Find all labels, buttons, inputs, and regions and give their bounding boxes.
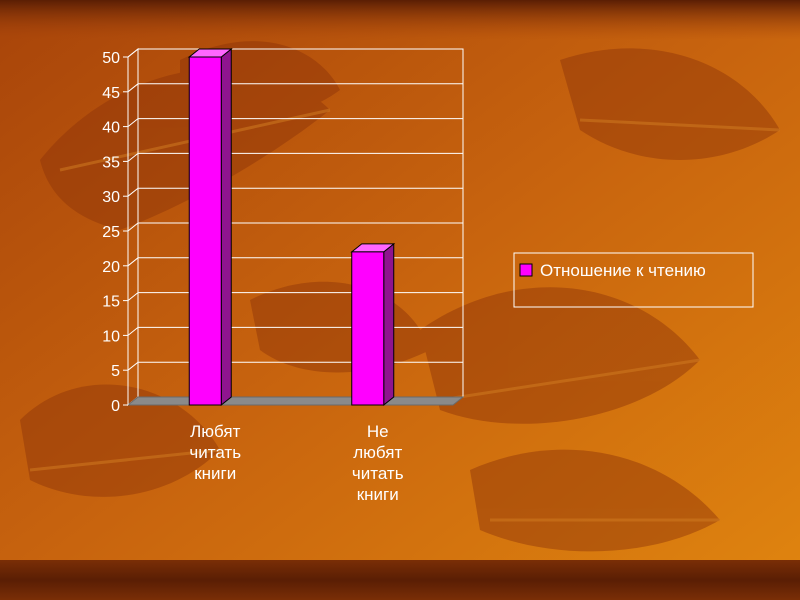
gridline xyxy=(127,83,463,93)
gridline xyxy=(127,222,463,232)
gridline xyxy=(127,326,463,336)
plot-floor xyxy=(126,396,465,406)
bar xyxy=(188,56,222,406)
category-label-line: читать xyxy=(189,443,241,462)
gridline xyxy=(127,187,463,197)
category-label-line: книги xyxy=(357,485,399,504)
y-axis-ticks: 0 5 10 15 20 25 30 35 40 45 50 xyxy=(102,50,129,415)
gridline xyxy=(127,292,463,301)
y-tick-label: 0 xyxy=(111,398,120,415)
gridline xyxy=(127,48,463,58)
y-tick-label: 50 xyxy=(102,50,120,67)
x-axis-categories: Любят читать книги Не любят читать книги xyxy=(189,422,403,504)
category-label-line: книги xyxy=(194,464,236,483)
y-tick-label: 25 xyxy=(102,224,120,241)
gridline xyxy=(127,257,463,267)
y-tick-label: 5 xyxy=(111,363,120,380)
y-tick-label: 45 xyxy=(102,85,120,102)
bar-side xyxy=(220,47,232,407)
gridline xyxy=(127,361,463,371)
gridline xyxy=(127,152,463,162)
gridlines xyxy=(127,48,463,406)
category-label-line: Не xyxy=(367,422,389,441)
floor-plane xyxy=(126,396,465,406)
y-tick-label: 15 xyxy=(102,294,120,311)
gridline xyxy=(127,118,463,127)
plot-walls xyxy=(127,47,464,407)
y-tick-label: 40 xyxy=(102,120,120,137)
legend-box xyxy=(513,252,754,308)
category-label: Не любят читать книги xyxy=(352,422,404,504)
legend-swatch xyxy=(519,263,533,277)
category-label-line: любят xyxy=(353,443,402,462)
y-tick-label: 30 xyxy=(102,189,120,206)
category-label: Любят читать книги xyxy=(189,422,241,483)
bar-side xyxy=(383,242,395,407)
legend-label: Отношение к чтению xyxy=(540,261,706,280)
y-tick-label: 10 xyxy=(102,328,120,345)
bar xyxy=(351,251,385,406)
bars xyxy=(187,47,396,407)
y-tick-label: 20 xyxy=(102,259,120,276)
y-tick-label: 35 xyxy=(102,154,120,171)
category-label-line: Любят xyxy=(190,422,240,441)
category-label-line: читать xyxy=(352,464,404,483)
legend: Отношение к чтению xyxy=(513,252,754,308)
